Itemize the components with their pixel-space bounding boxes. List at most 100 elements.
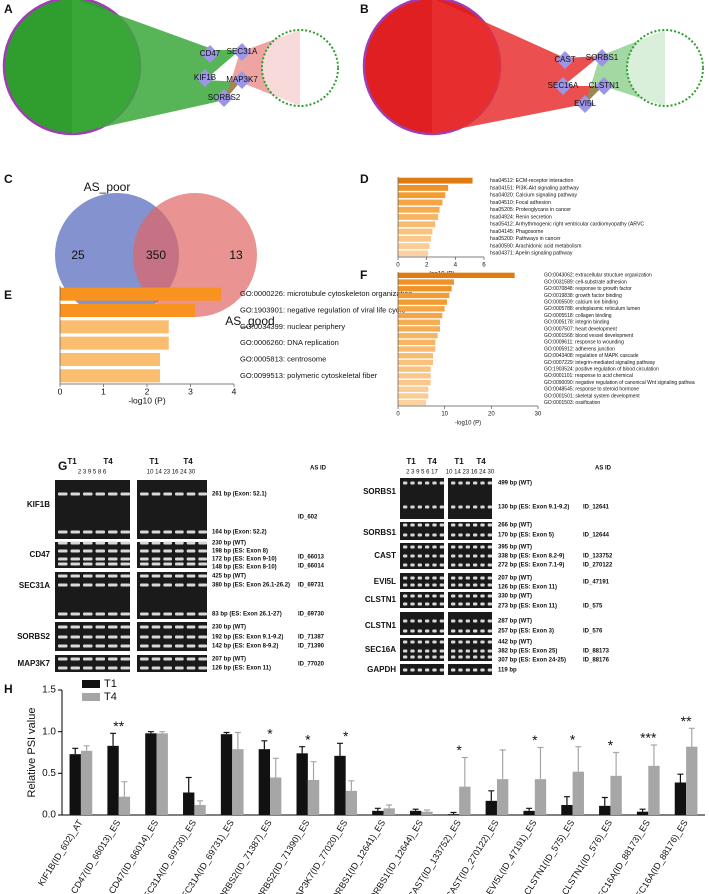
gel-band (439, 505, 444, 509)
gel-band (120, 574, 130, 578)
band-label: 126 bp (ES: Exon 11) (498, 585, 557, 591)
bar (409, 810, 422, 815)
error-bar (337, 742, 344, 756)
gel-band (403, 563, 408, 567)
gel-band (70, 583, 80, 587)
gel-band (163, 583, 172, 587)
gel-band (186, 492, 196, 496)
gel-band (458, 655, 463, 659)
gel-band (425, 649, 430, 653)
id-header: AS ID (310, 466, 327, 472)
bar (398, 353, 433, 359)
bar (398, 319, 440, 325)
gel-band (410, 629, 415, 633)
gel-band (417, 668, 422, 672)
error-bar (72, 747, 79, 755)
gel-band (432, 655, 437, 659)
gel-band (487, 481, 492, 485)
gel-band (451, 649, 456, 653)
gel-band (432, 481, 437, 485)
gel-band (465, 602, 470, 606)
gel-band (403, 533, 408, 537)
bar (398, 299, 447, 305)
band-label: 380 bp (ES: Exon 26.1-26.2) (212, 583, 290, 589)
gel-band (425, 554, 430, 558)
gel-band (432, 619, 437, 623)
gel-band (140, 530, 149, 534)
as-id: ID_602 (298, 515, 318, 521)
bar (398, 272, 515, 279)
bar (398, 235, 431, 242)
gel-band (163, 625, 172, 629)
gel-image (400, 592, 444, 608)
gel-band (432, 649, 437, 653)
gel-band (451, 629, 456, 633)
gene-name: SEC16A (365, 645, 396, 654)
bar (183, 792, 195, 815)
as-id: ID_575 (583, 604, 603, 610)
error-bar (412, 808, 419, 811)
gel-band (487, 594, 492, 598)
bar (60, 287, 221, 301)
gel-band (70, 557, 80, 561)
as-id: ID_66013 (298, 555, 325, 561)
as-id: ID_133752 (583, 554, 613, 560)
gel-band (458, 533, 463, 537)
gel-band (58, 557, 68, 561)
gel-band (186, 562, 196, 566)
gel-band (403, 481, 408, 485)
as-id: ID_88176 (583, 658, 610, 664)
gel-band (410, 576, 415, 580)
gel-band (480, 481, 485, 485)
gene-node (556, 51, 574, 69)
lane-labels: 2 3 9 5 8 6 (78, 470, 107, 476)
gel-band (95, 530, 105, 534)
error-bar (677, 773, 684, 783)
gel-band (120, 666, 130, 670)
gel-band (403, 545, 408, 549)
gel-band (403, 594, 408, 598)
bar (307, 780, 320, 815)
category-label: hsa00590: Arachidonic acid metabolism (490, 243, 581, 249)
panel-label: F (360, 268, 367, 282)
gel-band (83, 657, 93, 661)
gel-band (458, 602, 463, 606)
bar (60, 352, 161, 367)
gel-band (487, 640, 492, 644)
gel-band (83, 612, 93, 616)
gel-band (140, 657, 149, 661)
gel-image (400, 638, 444, 661)
gel-band (120, 562, 130, 566)
as-id: ID_77020 (298, 662, 325, 668)
bar (372, 810, 384, 815)
as-id: ID_71390 (298, 644, 325, 650)
gel-band (140, 492, 149, 496)
gene-label: CAST (554, 55, 575, 64)
network-b (362, 0, 704, 136)
bar (523, 810, 535, 815)
venn: AS_poor AS_good 25 350 13 (55, 180, 275, 328)
gel-band (58, 657, 68, 661)
gel-band (151, 574, 161, 578)
category-label: GO:0019838: growth factor binding (544, 293, 622, 299)
significance: ** (681, 713, 692, 729)
gel-band (70, 644, 80, 648)
lane-labels: 10 14 23 16 24 30 (446, 470, 495, 476)
bar (258, 749, 271, 815)
gel-band (120, 612, 130, 616)
gel-band (473, 655, 478, 659)
edge-bundle (432, 0, 603, 134)
significance: * (532, 732, 538, 748)
group-header: T1 (454, 457, 464, 466)
venn-circle (133, 193, 257, 317)
gel-band (410, 649, 415, 653)
band-label: 172 bp (ES: Exon 9-10) (212, 557, 277, 563)
gel-band (95, 492, 105, 496)
legend-label: T1 (104, 678, 117, 690)
gel-band (417, 619, 422, 623)
gel-band (95, 574, 105, 578)
gel-band (465, 668, 470, 672)
gel-band (108, 530, 118, 534)
error-bar (83, 745, 90, 751)
gel-band (451, 563, 456, 567)
